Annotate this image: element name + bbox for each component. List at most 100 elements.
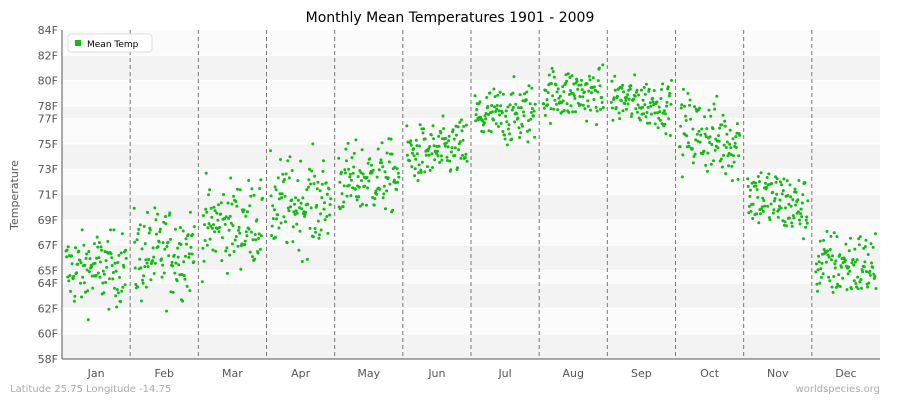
data-point <box>589 108 592 112</box>
data-point <box>306 202 310 206</box>
data-point <box>430 152 434 156</box>
data-point <box>595 123 599 127</box>
data-point <box>835 235 839 239</box>
data-point <box>601 63 605 67</box>
data-point <box>496 93 500 97</box>
data-point <box>641 98 645 102</box>
data-point <box>707 108 711 112</box>
data-point <box>831 254 834 258</box>
data-point <box>225 271 229 275</box>
data-point <box>528 102 532 106</box>
data-point <box>587 74 591 78</box>
data-point <box>569 104 573 108</box>
data-point <box>562 109 566 112</box>
data-point <box>661 111 665 115</box>
data-point <box>354 138 358 142</box>
data-point <box>412 147 415 151</box>
data-point <box>724 172 728 176</box>
data-point <box>873 232 877 236</box>
data-point <box>829 234 833 238</box>
data-point <box>439 154 443 158</box>
data-point <box>704 135 708 138</box>
data-point <box>316 219 320 223</box>
data-point <box>314 230 318 234</box>
data-point <box>592 98 596 101</box>
data-point <box>722 143 726 147</box>
data-point <box>570 74 574 78</box>
data-point <box>493 105 496 109</box>
data-point <box>728 142 732 146</box>
data-point <box>348 172 352 176</box>
data-point <box>532 109 536 113</box>
data-point <box>424 153 428 157</box>
data-point <box>259 234 263 238</box>
data-point <box>490 104 494 107</box>
data-point <box>456 166 459 170</box>
data-point <box>246 210 249 214</box>
data-point <box>622 90 626 94</box>
data-point <box>503 137 507 141</box>
data-point <box>229 176 233 180</box>
data-point <box>519 106 523 110</box>
x-tick-label: Aug <box>563 367 584 380</box>
data-point <box>838 285 842 288</box>
data-point <box>771 211 775 215</box>
data-point <box>728 128 732 132</box>
data-point <box>504 109 508 113</box>
data-point <box>321 169 325 173</box>
data-point <box>624 107 628 111</box>
data-point <box>530 86 534 90</box>
data-point <box>420 160 424 164</box>
data-point <box>856 287 860 291</box>
data-point <box>655 100 659 104</box>
data-point <box>800 215 804 219</box>
data-point <box>717 139 721 143</box>
data-point <box>203 239 207 242</box>
data-point <box>120 232 124 236</box>
data-point <box>324 181 328 185</box>
data-point <box>352 165 356 169</box>
data-point <box>153 261 157 265</box>
data-point <box>512 75 516 79</box>
x-tick-label: Apr <box>291 367 311 380</box>
data-point <box>165 309 168 313</box>
data-point <box>269 194 273 198</box>
data-point <box>425 165 429 169</box>
data-point <box>177 263 181 267</box>
data-point <box>453 146 457 150</box>
chart-title: Monthly Mean Temperatures 1901 - 2009 <box>306 10 595 26</box>
data-point <box>785 179 789 183</box>
data-point <box>338 207 342 211</box>
data-point <box>704 163 708 167</box>
data-point <box>320 182 324 186</box>
data-point <box>238 231 242 235</box>
y-tick-label: 78F <box>38 100 58 113</box>
data-point <box>549 107 553 111</box>
data-point <box>483 121 486 125</box>
data-point <box>791 198 795 202</box>
data-point <box>558 94 562 98</box>
data-point <box>304 210 308 214</box>
data-point <box>667 94 671 98</box>
data-point <box>170 260 174 264</box>
data-point <box>244 214 248 218</box>
data-point <box>346 141 350 145</box>
data-point <box>294 196 298 200</box>
data-point <box>645 111 649 114</box>
data-point <box>712 102 716 106</box>
data-point <box>780 192 784 196</box>
data-point <box>703 115 707 119</box>
data-point <box>727 164 730 168</box>
data-point <box>505 143 509 147</box>
data-point <box>825 230 829 233</box>
data-point <box>804 225 808 229</box>
data-point <box>848 236 852 240</box>
data-point <box>284 220 287 224</box>
data-point <box>108 277 111 281</box>
data-point <box>488 91 492 95</box>
data-point <box>474 113 478 117</box>
data-point <box>642 85 646 89</box>
data-point <box>154 218 158 222</box>
data-point <box>663 122 667 126</box>
data-point <box>383 170 387 174</box>
